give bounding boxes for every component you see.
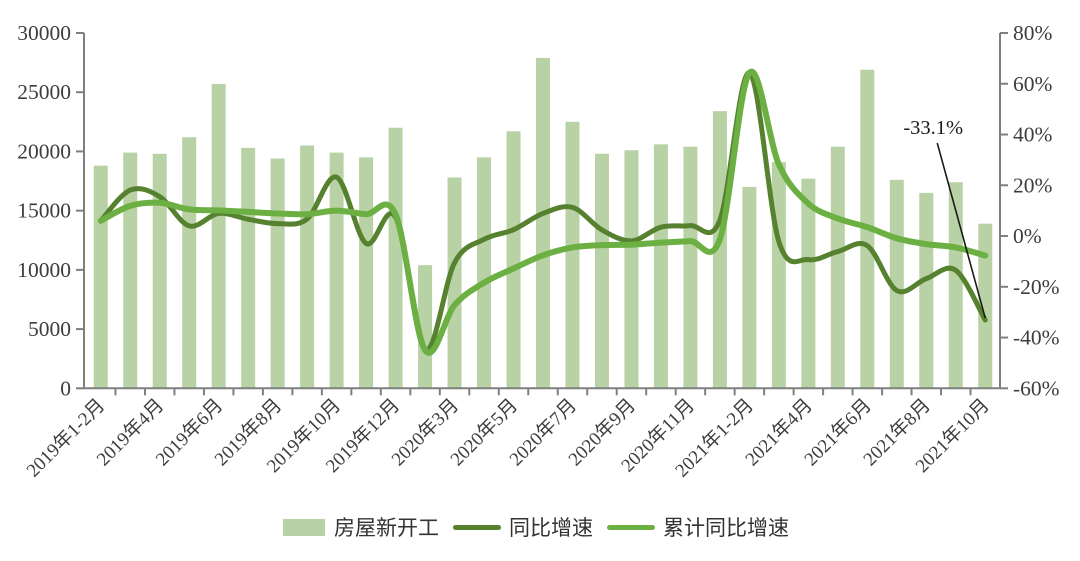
line-累计同比增速 bbox=[97, 68, 989, 356]
bar-series-swatch bbox=[283, 518, 325, 536]
bar-2019年3月 bbox=[123, 152, 138, 389]
x-axis-label: 2019年1-2月 bbox=[22, 394, 109, 481]
annotation-leader-line bbox=[936, 142, 987, 319]
legend-item-cum-line: 累计同比增速 bbox=[601, 512, 797, 542]
bar-2019年9月 bbox=[300, 145, 315, 389]
bar-2019年12月 bbox=[388, 127, 403, 389]
bar-2019年4月 bbox=[152, 153, 167, 389]
bar-2020年4月 bbox=[477, 157, 492, 389]
bar-2021年4月 bbox=[801, 178, 816, 389]
bar-2019年1-2月 bbox=[93, 165, 108, 389]
right-axis-tick-label: 0% bbox=[1013, 224, 1042, 248]
bar-2020年7月 bbox=[565, 121, 580, 389]
legend-item-yoy-line: 同比增速 bbox=[447, 512, 601, 542]
bar-2021年10月 bbox=[978, 223, 993, 389]
bar-2019年11月 bbox=[359, 157, 374, 389]
bar-2020年9月 bbox=[624, 150, 639, 389]
bar-2020年8月 bbox=[594, 153, 609, 389]
legend-label-bar: 房屋新开工 bbox=[334, 516, 439, 540]
right-axis-tick-label: 20% bbox=[1013, 173, 1053, 197]
left-axis-tick-label: 20000 bbox=[17, 139, 71, 163]
legend-item-bar: 房屋新开工 bbox=[283, 512, 447, 542]
combo-chart-plot: 0 5000 10000 15000 20000 25000 30000 -60% -40% -2… bbox=[17, 21, 1060, 481]
bar-2021年5月 bbox=[830, 146, 845, 389]
left-axis-tick-label: 5000 bbox=[28, 317, 71, 341]
bar-2020年6月 bbox=[536, 57, 550, 389]
bar-2021年7月 bbox=[889, 179, 904, 389]
bar-2021年3月 bbox=[771, 162, 786, 389]
right-axis-tick-label: 40% bbox=[1013, 123, 1053, 147]
annotation-text: -33.1% bbox=[903, 117, 963, 139]
bar-2020年3月 bbox=[447, 177, 462, 389]
bar-2019年6月 bbox=[211, 83, 226, 389]
left-axis-tick-label: 0 bbox=[60, 376, 71, 400]
legend-label-yoy: 同比增速 bbox=[509, 516, 593, 540]
bar-2020年1-2月 bbox=[418, 265, 433, 389]
cumulative-line-swatch bbox=[607, 524, 655, 530]
bar-2020年10月 bbox=[653, 144, 668, 389]
right-axis-tick-label: -60% bbox=[1013, 376, 1060, 400]
bar-2021年9月 bbox=[948, 182, 963, 389]
line-同比增速 bbox=[98, 70, 988, 353]
yoy-line-swatch bbox=[453, 524, 501, 530]
bar-2020年12月 bbox=[712, 111, 727, 389]
bar-2019年8月 bbox=[270, 158, 285, 389]
bar-2019年5月 bbox=[182, 137, 197, 389]
legend-label-cumulative: 累计同比增速 bbox=[663, 516, 789, 540]
bar-2020年5月 bbox=[506, 131, 521, 389]
left-axis-tick-label: 30000 bbox=[17, 21, 71, 45]
right-axis-tick-label: -40% bbox=[1013, 326, 1060, 350]
bar-2021年1-2月 bbox=[742, 186, 757, 389]
right-axis-tick-label: 60% bbox=[1013, 72, 1053, 96]
right-axis-tick-label: -20% bbox=[1013, 275, 1060, 299]
bar-2019年7月 bbox=[241, 147, 256, 389]
bar-2021年8月 bbox=[919, 192, 934, 389]
left-axis-tick-label: 25000 bbox=[17, 80, 71, 104]
left-axis-tick-label: 10000 bbox=[17, 258, 71, 282]
legend: 房屋新开工 同比增速 累计同比增速 bbox=[0, 507, 1080, 547]
right-axis-tick-label: 80% bbox=[1013, 21, 1053, 45]
bar-2020年11月 bbox=[683, 146, 698, 389]
left-axis-tick-label: 15000 bbox=[17, 199, 71, 223]
